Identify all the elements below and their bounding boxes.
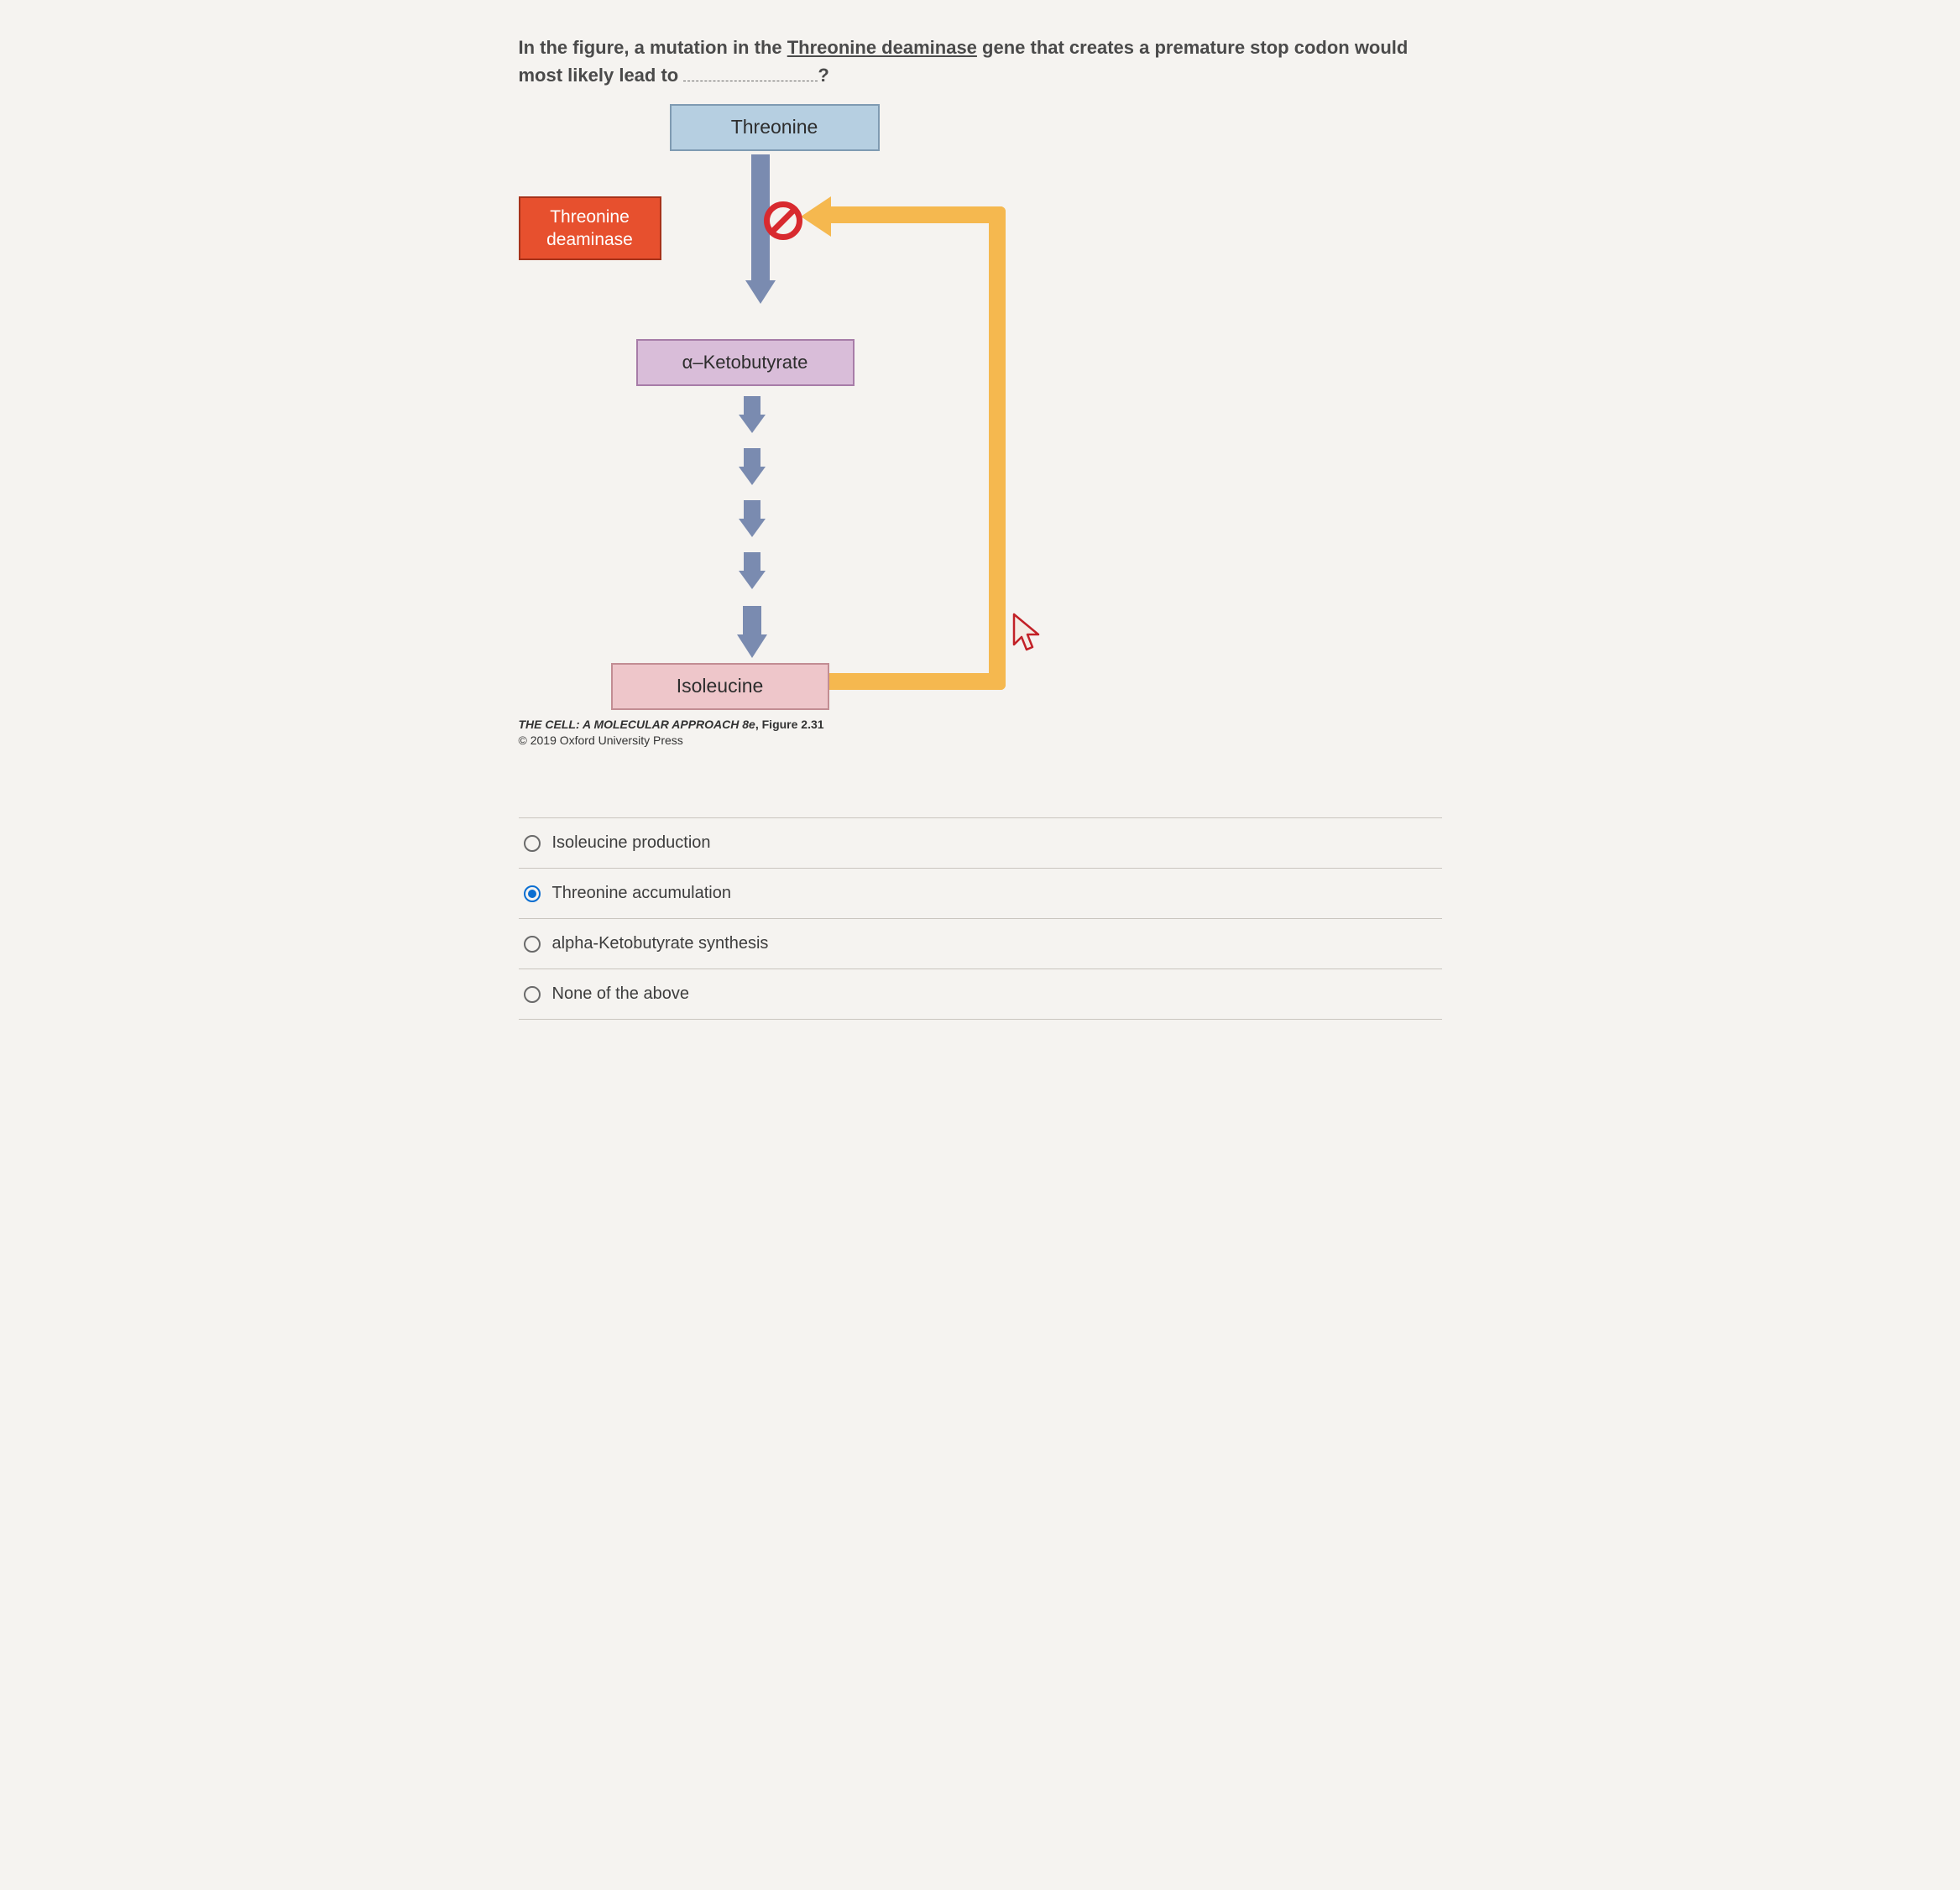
node-ketobutyrate-label: α–Ketobutyrate (682, 352, 808, 373)
node-isoleucine-label: Isoleucine (677, 675, 764, 698)
node-threonine: Threonine (670, 104, 880, 151)
figure-caption: THE CELL: A MOLECULAR APPROACH 8e, Figur… (519, 717, 824, 749)
question-post: ? (818, 65, 828, 86)
feedback-arrow-path (829, 206, 1006, 690)
question-blank (683, 63, 818, 81)
caption-book: THE CELL: A MOLECULAR APPROACH 8e (519, 718, 755, 731)
answer-option-label: alpha-Ketobutyrate synthesis (552, 934, 769, 953)
feedback-arrow-head (801, 196, 831, 237)
answer-option[interactable]: alpha-Ketobutyrate synthesis (519, 919, 1442, 969)
question-container: In the figure, a mutation in the Threoni… (519, 34, 1442, 1020)
answer-option-label: None of the above (552, 984, 689, 1004)
caption-copyright: © 2019 Oxford University Press (519, 734, 683, 747)
radio-button[interactable] (524, 936, 541, 953)
answer-option[interactable]: None of the above (519, 969, 1442, 1020)
node-threonine-label: Threonine (731, 116, 818, 139)
node-ketobutyrate: α–Ketobutyrate (636, 339, 855, 386)
node-isoleucine: Isoleucine (611, 663, 829, 710)
question-text: In the figure, a mutation in the Threoni… (519, 34, 1442, 89)
radio-button[interactable] (524, 986, 541, 1003)
inhibition-icon (764, 201, 802, 240)
radio-button[interactable] (524, 885, 541, 902)
enzyme-threonine-deaminase: Threonine deaminase (519, 196, 661, 260)
answer-option-label: Threonine accumulation (552, 884, 731, 903)
arrow-final-to-isoleucine (735, 606, 769, 660)
caption-figure: , Figure 2.31 (755, 718, 824, 731)
pathway-diagram: Threonine Threonine deaminase α–Ketobuty… (519, 104, 1106, 792)
enzyme-label-text: Threonine deaminase (546, 206, 633, 252)
cursor-icon (1011, 613, 1044, 653)
answer-option[interactable]: Isoleucine production (519, 818, 1442, 869)
question-pre: In the figure, a mutation in the (519, 37, 787, 58)
answer-option-label: Isoleucine production (552, 833, 711, 853)
answer-options: Isoleucine production Threonine accumulat… (519, 817, 1442, 1020)
answer-option[interactable]: Threonine accumulation (519, 869, 1442, 919)
question-underlined: Threonine deaminase (787, 37, 977, 58)
radio-button[interactable] (524, 835, 541, 852)
